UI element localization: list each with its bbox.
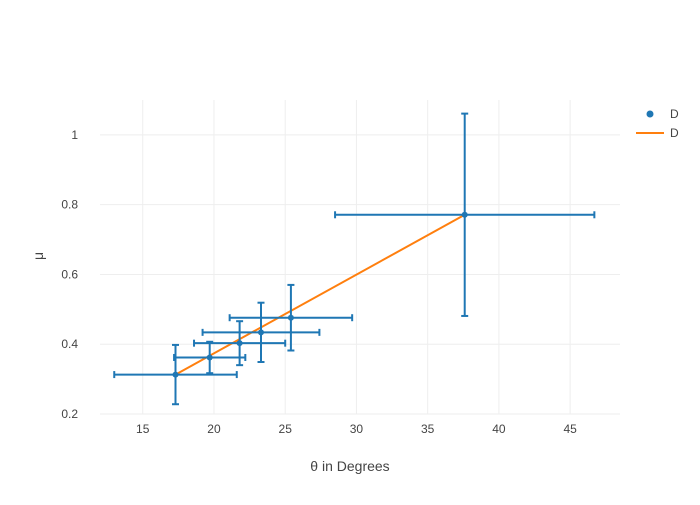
y-tick-label: 0.4 — [61, 337, 78, 351]
x-tick-label: 40 — [492, 422, 506, 436]
x-tick-label: 20 — [207, 422, 221, 436]
data-point — [172, 371, 179, 378]
y-axis-title: μ — [30, 252, 46, 260]
y-tick-labels: 0.2 0.4 0.6 0.8 1 — [61, 128, 78, 421]
fit-line — [175, 213, 466, 376]
x-tick-labels: 15 20 25 30 35 40 45 — [136, 422, 577, 436]
data-point — [236, 340, 243, 347]
x-tick-label: 25 — [279, 422, 293, 436]
error-bar-layer — [113, 112, 596, 406]
data-point — [206, 354, 213, 361]
legend[interactable]: D D — [636, 107, 679, 140]
x-axis-title: θ in Degrees — [310, 458, 389, 474]
y-tick-label: 0.8 — [61, 198, 78, 212]
legend-item-markers[interactable]: D — [646, 107, 680, 121]
legend-item-line[interactable]: D — [636, 126, 679, 140]
data-point — [287, 314, 294, 321]
legend-label-markers: D — [670, 107, 679, 121]
y-tick-label: 0.2 — [61, 407, 78, 421]
legend-label-line: D — [670, 126, 679, 140]
data-point — [257, 329, 264, 336]
marker-layer — [172, 211, 468, 378]
x-tick-label: 15 — [136, 422, 150, 436]
data-point — [461, 211, 468, 218]
fit-line-layer — [175, 213, 466, 376]
y-tick-label: 0.6 — [61, 267, 78, 281]
y-tick-label: 1 — [71, 128, 78, 142]
x-tick-label: 30 — [350, 422, 364, 436]
x-tick-label: 35 — [421, 422, 435, 436]
x-tick-label: 45 — [563, 422, 577, 436]
grid — [100, 100, 620, 415]
legend-marker-symbol — [646, 110, 654, 118]
